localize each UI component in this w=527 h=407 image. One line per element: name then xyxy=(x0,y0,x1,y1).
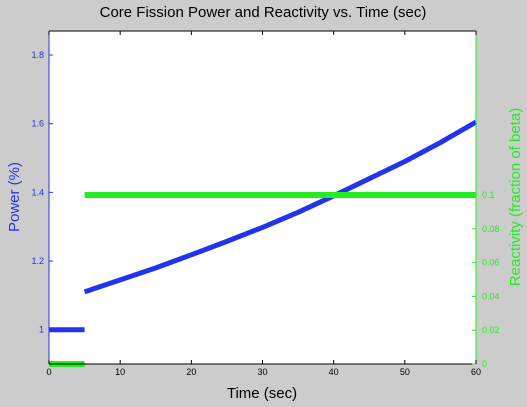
y-axis-left-label: Power (%) xyxy=(6,162,23,232)
y-left-tick-label: 1.2 xyxy=(31,256,44,266)
x-axis-label: Time (sec) xyxy=(227,385,297,402)
chart-title: Core Fission Power and Reactivity vs. Ti… xyxy=(100,4,427,21)
x-tick-label: 30 xyxy=(257,367,267,377)
y-right-tick-label: 0.08 xyxy=(482,224,500,234)
x-tick-label: 60 xyxy=(471,367,481,377)
x-tick-label: 10 xyxy=(115,367,125,377)
y-right-tick-label: 0.1 xyxy=(482,190,495,200)
y-left-tick-label: 1 xyxy=(39,325,44,335)
y-right-tick-label: 0.06 xyxy=(482,258,500,268)
y-right-tick-label: 0 xyxy=(482,359,487,369)
y-left-tick-label: 1.6 xyxy=(31,119,44,129)
y-axis-right-label: Reactivity (fraction of beta) xyxy=(507,108,524,286)
y-right-tick-label: 0.02 xyxy=(482,325,500,335)
y-left-tick-label: 1.4 xyxy=(31,187,44,197)
x-tick-label: 40 xyxy=(329,367,339,377)
x-tick-label: 20 xyxy=(186,367,196,377)
y-right-tick-label: 0.04 xyxy=(482,291,500,301)
y-left-tick-label: 1.8 xyxy=(31,50,44,60)
x-tick-label: 0 xyxy=(46,367,51,377)
x-tick-label: 50 xyxy=(400,367,410,377)
